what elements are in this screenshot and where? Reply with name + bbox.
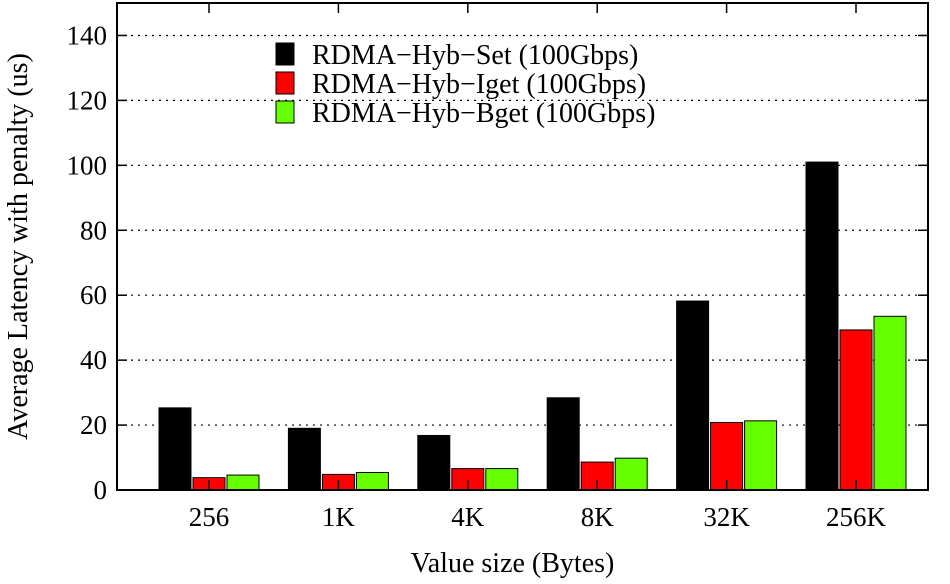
bar (485, 468, 519, 491)
bars (158, 161, 907, 491)
bar (546, 397, 580, 491)
bar (710, 421, 744, 491)
plot-frame (116, 2, 929, 491)
bar (805, 161, 839, 491)
legend-swatch (275, 42, 295, 66)
y-tick-label: 100 (67, 150, 108, 180)
bar (355, 471, 389, 491)
bar (158, 407, 192, 491)
x-axis-label: Value size (Bytes) (411, 548, 615, 579)
bar (417, 434, 451, 491)
x-tick-label: 256K (826, 502, 887, 532)
legend: RDMA−Hyb−Set (100Gbps)RDMA−Hyb−Iget (100… (275, 40, 655, 129)
y-tick-label: 0 (94, 475, 108, 505)
legend-label: RDMA−Hyb−Set (100Gbps) (312, 40, 638, 71)
y-tick-label: 120 (67, 85, 108, 115)
y-tick-label: 80 (80, 215, 107, 245)
bar (744, 420, 778, 491)
y-axis-ticks: 0 20 40 60 80 100 120 140 (67, 20, 928, 505)
bar (287, 427, 321, 491)
legend-label: RDMA−Hyb−Iget (100Gbps) (312, 69, 646, 100)
y-tick-label: 60 (80, 280, 107, 310)
bar (676, 300, 710, 491)
x-tick-label: 4K (451, 502, 485, 532)
legend-swatch (275, 71, 295, 95)
bar (614, 457, 648, 491)
x-tick-label: 256 (189, 502, 230, 532)
x-tick-label: 32K (703, 502, 750, 532)
x-tick-label: 1K (322, 502, 356, 532)
y-axis-label: Average Latency with penalty (us) (3, 53, 34, 440)
x-tick-label: 8K (581, 502, 615, 532)
bar (226, 474, 260, 491)
legend-swatch (275, 100, 295, 124)
x-axis-ticks: 256 1K 4K 8K 32K 256K (189, 3, 887, 532)
y-tick-label: 20 (80, 410, 107, 440)
bar (839, 329, 873, 491)
bar (873, 315, 907, 491)
legend-label: RDMA−Hyb−Bget (100Gbps) (312, 98, 655, 129)
y-tick-label: 140 (67, 20, 108, 50)
y-tick-label: 40 (80, 345, 107, 375)
